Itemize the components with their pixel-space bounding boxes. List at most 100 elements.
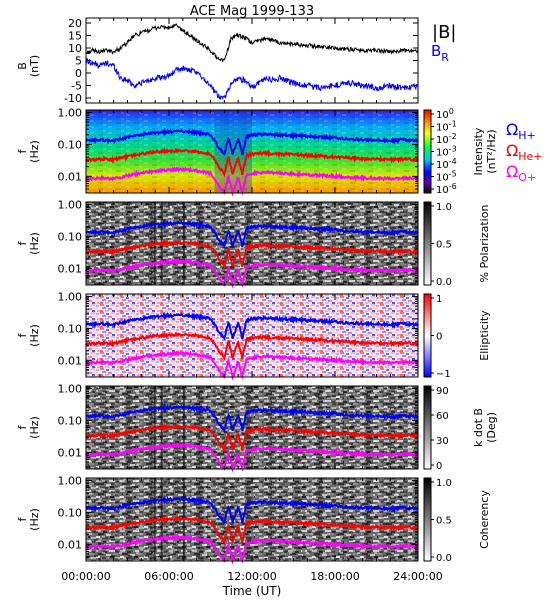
intensity-cbar-unit: (nT²/Hz) (485, 129, 498, 173)
polarization-f-tick-label: 1.00 (58, 199, 83, 212)
intensity-colorbar (423, 109, 432, 194)
gyro-label-o: ΩO+ (506, 162, 536, 184)
ellipticity-cbar-tick-label: 0 (436, 332, 442, 343)
kdotb-cbar-tick-label: 60 (436, 411, 449, 422)
intensity-gyro-trace-he (85, 146, 419, 178)
ellipticity-gyro-trace-h (85, 311, 419, 341)
time-tick-label: 12:00:00 (227, 570, 276, 583)
ellipticity-gyro-trace-o (85, 350, 419, 381)
kdotb-flabel: f (16, 424, 29, 429)
coherency-panel: 1.00 0.10 0.01 f (Hz) 1.0 0.5 0.0 Coherency (16, 475, 491, 565)
ellipticity-cbar-tick-label: −1 (436, 369, 451, 380)
cbar-tick-exp: -6 (449, 182, 457, 191)
polarization-cbar-title: % Polarization (478, 205, 491, 283)
legend-br: BR (431, 42, 449, 64)
bfield-yunit: (nT) (28, 55, 41, 77)
cbar-tick-base: 10 (436, 123, 449, 134)
gyro-label-he: ΩHe+ (506, 141, 543, 163)
legend-bmag: |B| (432, 22, 456, 43)
cbar-tick-base: 10 (436, 135, 449, 146)
time-tick-label: 06:00:00 (144, 570, 193, 583)
bfield-tick-label: 20 (68, 17, 82, 30)
bfield-tick-label: 0 (75, 67, 82, 80)
intensity-gyro-trace-h (85, 127, 419, 157)
polarization-flabel: f (16, 240, 29, 245)
intensity-flabel: f (16, 148, 29, 153)
cbar-tick-exp: 0 (449, 107, 454, 116)
figure-title: ACE Mag 1999-133 (190, 4, 314, 19)
coherency-cbar-tick-label: 0.0 (436, 553, 452, 564)
ellipticity-f-tick-label: 0.01 (58, 354, 83, 367)
kdotb-f-tick-label: 0.10 (58, 414, 83, 427)
series-br-line (85, 58, 419, 101)
series-bmag-line (85, 23, 419, 62)
cbar-tick-exp: -2 (449, 132, 457, 141)
coherency-f-tick-label: 0.01 (58, 538, 83, 551)
polarization-cbar-tick-label: 1.0 (436, 202, 452, 213)
coherency-gyro-trace-o (85, 534, 419, 565)
cbar-tick-base: 10 (436, 110, 449, 121)
gyro-o-sub: O+ (518, 171, 536, 184)
kdotb-f-tick-label: 1.00 (58, 383, 83, 396)
ellipticity-colorbar (423, 293, 432, 378)
bfield-tick-label: 10 (68, 42, 82, 55)
ellipticity-gyro-trace-he (85, 330, 419, 362)
ellipticity-cbar-title: Ellipticity (478, 310, 491, 361)
gyro-h-sub: H+ (518, 129, 536, 142)
kdotb-panel: 1.00 0.10 0.01 f (Hz) 90 60 30 0 k dot B (Deg) (16, 383, 498, 473)
intensity-cbar-tick-label: 10-1 (436, 120, 457, 134)
coherency-cbar-title: Coherency (478, 490, 491, 549)
bfield-tick-label: -5 (71, 80, 82, 93)
legend-br-main: B (431, 42, 441, 60)
kdotb-cbar-tick-label: 0 (436, 461, 442, 472)
polarization-gyro-trace-he (85, 238, 419, 270)
kdotb-cbar-title: k dot B (472, 408, 485, 447)
coherency-cbar-tick-label: 1.0 (436, 478, 452, 489)
gyro-o-base: Ω (506, 162, 518, 181)
bfield-ylabel: B (16, 62, 29, 70)
intensity-cbar-tick-label: 10-2 (436, 132, 457, 146)
cbar-tick-base: 10 (436, 185, 449, 196)
intensity-gyro-trace-o (85, 166, 419, 197)
coherency-colorbar (423, 477, 432, 562)
time-tick-label: 24:00:00 (393, 570, 442, 583)
ellipticity-cbar-tick-label: 1 (436, 294, 442, 305)
bfield-tick-label: 15 (68, 30, 82, 43)
time-axis-label: Time (UT) (222, 584, 282, 598)
gyro-he-sub: He+ (518, 150, 542, 163)
coherency-cbar-tick-label: 0.5 (436, 516, 452, 527)
coherency-gyro-trace-h (85, 495, 419, 525)
cbar-tick-exp: -4 (449, 157, 457, 166)
gyro-legend: ΩH+ ΩHe+ ΩO+ (506, 120, 543, 184)
intensity-f-tick-label: 1.00 (58, 107, 83, 120)
bfield-frame (85, 17, 419, 104)
kdotb-gyro-trace-he (85, 422, 419, 454)
ellipticity-f-tick-label: 1.00 (58, 291, 83, 304)
gyro-label-h: ΩH+ (506, 120, 536, 142)
ellipticity-funit: (Hz) (28, 324, 41, 347)
intensity-cbar-tick-label: 10-3 (436, 145, 457, 159)
intensity-cbar-title: Intensity (472, 127, 485, 175)
legend-br-sub: R (441, 51, 449, 64)
intensity-f-tick-label: 0.10 (58, 138, 83, 151)
kdotb-gyro-trace-h (85, 403, 419, 433)
polarization-gyro-trace-o (85, 258, 419, 289)
bfield-tick-label: -10 (64, 92, 82, 105)
kdotb-colorbar (423, 385, 432, 470)
cbar-tick-exp: -5 (449, 170, 457, 179)
ellipticity-flabel: f (16, 332, 29, 337)
kdotb-funit: (Hz) (28, 416, 41, 439)
kdotb-gyro-trace-o (85, 442, 419, 473)
time-tick-label: 18:00:00 (310, 570, 359, 583)
polarization-gyro-trace-h (85, 219, 419, 249)
kdotb-f-tick-label: 0.01 (58, 446, 83, 459)
time-axis: 00:00:00 06:00:00 12:00:00 18:00:00 24:00:00 (61, 18, 443, 583)
gyro-h-base: Ω (506, 120, 518, 139)
intensity-f-tick-label: 0.01 (58, 170, 83, 183)
polarization-funit: (Hz) (28, 232, 41, 255)
kdotb-cbar-tick-label: 90 (436, 386, 449, 397)
cbar-tick-base: 10 (436, 148, 449, 159)
spectrogram-panels: 1.000.100.01f (Hz)10010-110-210-310-410-5… (16, 107, 498, 565)
intensity-panel: 1.000.100.01f (Hz)10010-110-210-310-410-5… (16, 107, 498, 197)
